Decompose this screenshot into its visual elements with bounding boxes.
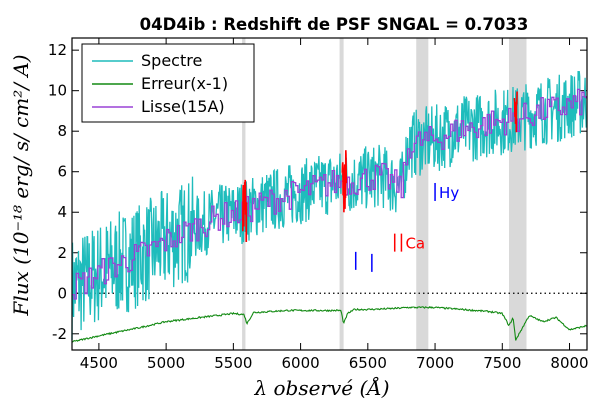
x-axis-label: λ observé (Å) xyxy=(253,375,389,400)
legend-box xyxy=(81,43,255,123)
red-line-segments xyxy=(242,91,518,243)
x-tick-label: 8000 xyxy=(550,354,588,372)
legend-label-erreur: Erreur(x-1) xyxy=(141,74,228,93)
x-tick-label: 5000 xyxy=(147,354,185,372)
x-tick-label: 5500 xyxy=(214,354,252,372)
shaded-band-1 xyxy=(339,38,344,350)
shaded-bands xyxy=(242,38,527,350)
y-tick-label: 0 xyxy=(57,284,67,302)
legend-label-spectre: Spectre xyxy=(141,51,202,70)
red-segment-1 xyxy=(341,150,348,213)
legend: Spectre Erreur(x-1) Lisse(15A) xyxy=(81,43,255,123)
series-erreur-line xyxy=(71,306,587,343)
line-marker-label-4: Hy xyxy=(439,184,459,202)
y-tick-label: 12 xyxy=(48,41,67,59)
x-tick-label: 4500 xyxy=(80,354,118,372)
red-segment-2 xyxy=(513,91,518,133)
shaded-band-2 xyxy=(416,38,429,350)
red-segment-0 xyxy=(242,179,248,243)
x-ticks: 4500 5000 5500 6000 6500 7000 7500 8000 xyxy=(80,38,589,372)
legend-label-lisse: Lisse(15A) xyxy=(141,97,225,116)
x-tick-label: 6000 xyxy=(281,354,319,372)
y-tick-label: -2 xyxy=(52,325,67,343)
series-lisse-line xyxy=(72,88,587,300)
x-tick-label: 7000 xyxy=(416,354,454,372)
line-markers: Ca Hy xyxy=(354,182,459,272)
chart-title: 04D4ib : Redshift de PSF SNGAL = 0.7033 xyxy=(140,15,529,34)
x-tick-label: 7500 xyxy=(483,354,521,372)
y-tick-label: 6 xyxy=(57,163,67,181)
plot-frame xyxy=(71,37,588,351)
x-tick-label: 6500 xyxy=(349,354,387,372)
y-tick-label: 8 xyxy=(57,122,67,140)
y-tick-label: 10 xyxy=(48,82,67,100)
series-spectre-line xyxy=(71,70,588,340)
line-marker-label-3: Ca xyxy=(405,235,425,253)
y-tick-label: 2 xyxy=(57,244,67,262)
shaded-band-3 xyxy=(509,38,527,350)
y-axis-label: Flux (10⁻¹⁸ erg/ s/ cm²/ A) xyxy=(9,54,33,316)
y-tick-label: 4 xyxy=(57,203,67,221)
